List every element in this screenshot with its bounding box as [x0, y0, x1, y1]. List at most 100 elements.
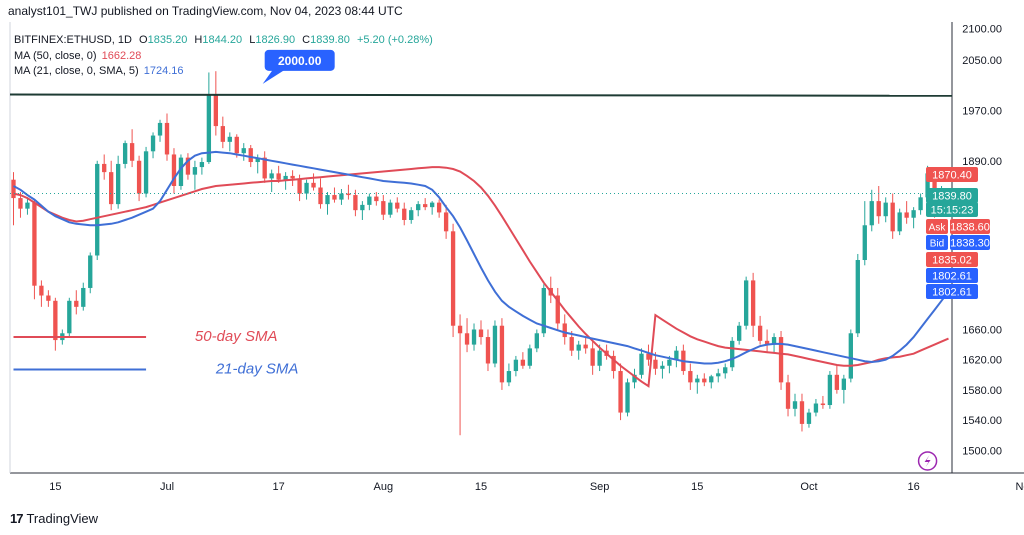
candle[interactable] [136, 155, 142, 202]
candle[interactable] [46, 290, 51, 307]
candle[interactable] [102, 154, 107, 180]
candle[interactable] [639, 348, 644, 379]
candle[interactable] [618, 363, 623, 421]
candle[interactable] [646, 344, 651, 366]
candle[interactable] [290, 170, 295, 186]
candle[interactable] [911, 207, 916, 229]
candle[interactable] [11, 172, 16, 226]
candle[interactable] [764, 329, 770, 353]
candle[interactable] [499, 318, 505, 390]
candle[interactable] [109, 160, 114, 211]
candle[interactable] [778, 331, 784, 390]
candle[interactable] [792, 393, 798, 417]
candle[interactable] [555, 287, 560, 330]
candle[interactable] [402, 202, 407, 226]
candle[interactable] [757, 315, 763, 345]
candle[interactable] [527, 344, 533, 369]
candle[interactable] [506, 363, 512, 387]
candle[interactable] [164, 113, 170, 161]
candle[interactable] [632, 368, 637, 389]
candle[interactable] [388, 199, 393, 218]
legend-ma50-row[interactable]: MA (50, close, 0) 1662.28 [14, 49, 433, 65]
candle[interactable] [143, 146, 149, 198]
candle[interactable] [485, 329, 491, 372]
candle[interactable] [192, 160, 198, 190]
candle[interactable] [67, 297, 72, 338]
candle[interactable] [318, 178, 323, 209]
candle[interactable] [813, 398, 819, 417]
candle[interactable] [115, 155, 121, 209]
candle[interactable] [416, 201, 421, 217]
candle[interactable] [220, 116, 225, 149]
candle[interactable] [360, 201, 365, 220]
candle[interactable] [122, 140, 128, 169]
candle[interactable] [569, 331, 574, 356]
candle[interactable] [478, 320, 484, 345]
candle[interactable] [820, 395, 826, 409]
legend-ma21-row[interactable]: MA (21, close, 0, SMA, 5) 1724.16 [14, 64, 433, 80]
candle[interactable] [443, 204, 449, 239]
candle[interactable] [157, 119, 163, 142]
candle[interactable] [39, 280, 44, 307]
candle[interactable] [332, 187, 337, 203]
candle[interactable] [743, 276, 749, 330]
candle[interactable] [534, 329, 539, 353]
candle[interactable] [611, 350, 616, 379]
candle[interactable] [304, 179, 309, 200]
candle[interactable] [346, 184, 351, 200]
candle[interactable] [471, 323, 477, 351]
candle[interactable] [918, 193, 923, 215]
candle[interactable] [688, 363, 693, 390]
candle[interactable] [339, 189, 344, 205]
candle[interactable] [311, 173, 316, 191]
candle[interactable] [492, 320, 498, 368]
candle[interactable] [241, 143, 246, 161]
candle[interactable] [716, 368, 721, 383]
candle[interactable] [199, 157, 205, 175]
candle[interactable] [834, 365, 840, 394]
candle[interactable] [750, 272, 756, 338]
candle[interactable] [206, 72, 212, 164]
candle[interactable] [695, 374, 700, 394]
candle[interactable] [381, 195, 386, 220]
candle[interactable] [848, 329, 853, 383]
candle[interactable] [785, 374, 791, 417]
candle[interactable] [464, 318, 470, 353]
candle[interactable] [583, 337, 588, 354]
candle[interactable] [32, 198, 37, 300]
candle[interactable] [827, 371, 833, 409]
candle[interactable] [95, 160, 100, 261]
candle[interactable] [869, 189, 874, 232]
candle[interactable] [374, 192, 379, 206]
candle[interactable] [625, 378, 630, 417]
candle[interactable] [541, 284, 546, 338]
candle[interactable] [904, 201, 909, 224]
candle[interactable] [737, 321, 742, 345]
candle[interactable] [681, 344, 686, 375]
candle[interactable] [74, 290, 79, 315]
candle[interactable] [730, 337, 735, 372]
candle[interactable] [150, 132, 156, 159]
candle[interactable] [18, 192, 23, 218]
candle[interactable] [227, 132, 232, 152]
candle[interactable] [178, 154, 184, 190]
candle[interactable] [81, 282, 86, 311]
candle[interactable] [213, 71, 219, 136]
candle[interactable] [862, 201, 867, 266]
candle[interactable] [53, 297, 58, 351]
candle[interactable] [897, 208, 902, 236]
candle[interactable] [660, 361, 665, 379]
candle[interactable] [855, 253, 860, 338]
candle[interactable] [520, 352, 526, 369]
legend-symbol-row[interactable]: BITFINEX:ETHUSD, 1D O1835.20 H1844.20 L1… [14, 33, 433, 49]
candle[interactable] [562, 314, 567, 345]
candle[interactable] [702, 373, 707, 387]
candle[interactable] [883, 197, 888, 223]
candle[interactable] [806, 408, 812, 428]
candle[interactable] [436, 199, 442, 218]
candle[interactable] [457, 314, 463, 436]
footer-brand[interactable]: 17 TradingView [10, 511, 98, 526]
candle[interactable] [841, 374, 847, 404]
candle[interactable] [597, 344, 602, 372]
